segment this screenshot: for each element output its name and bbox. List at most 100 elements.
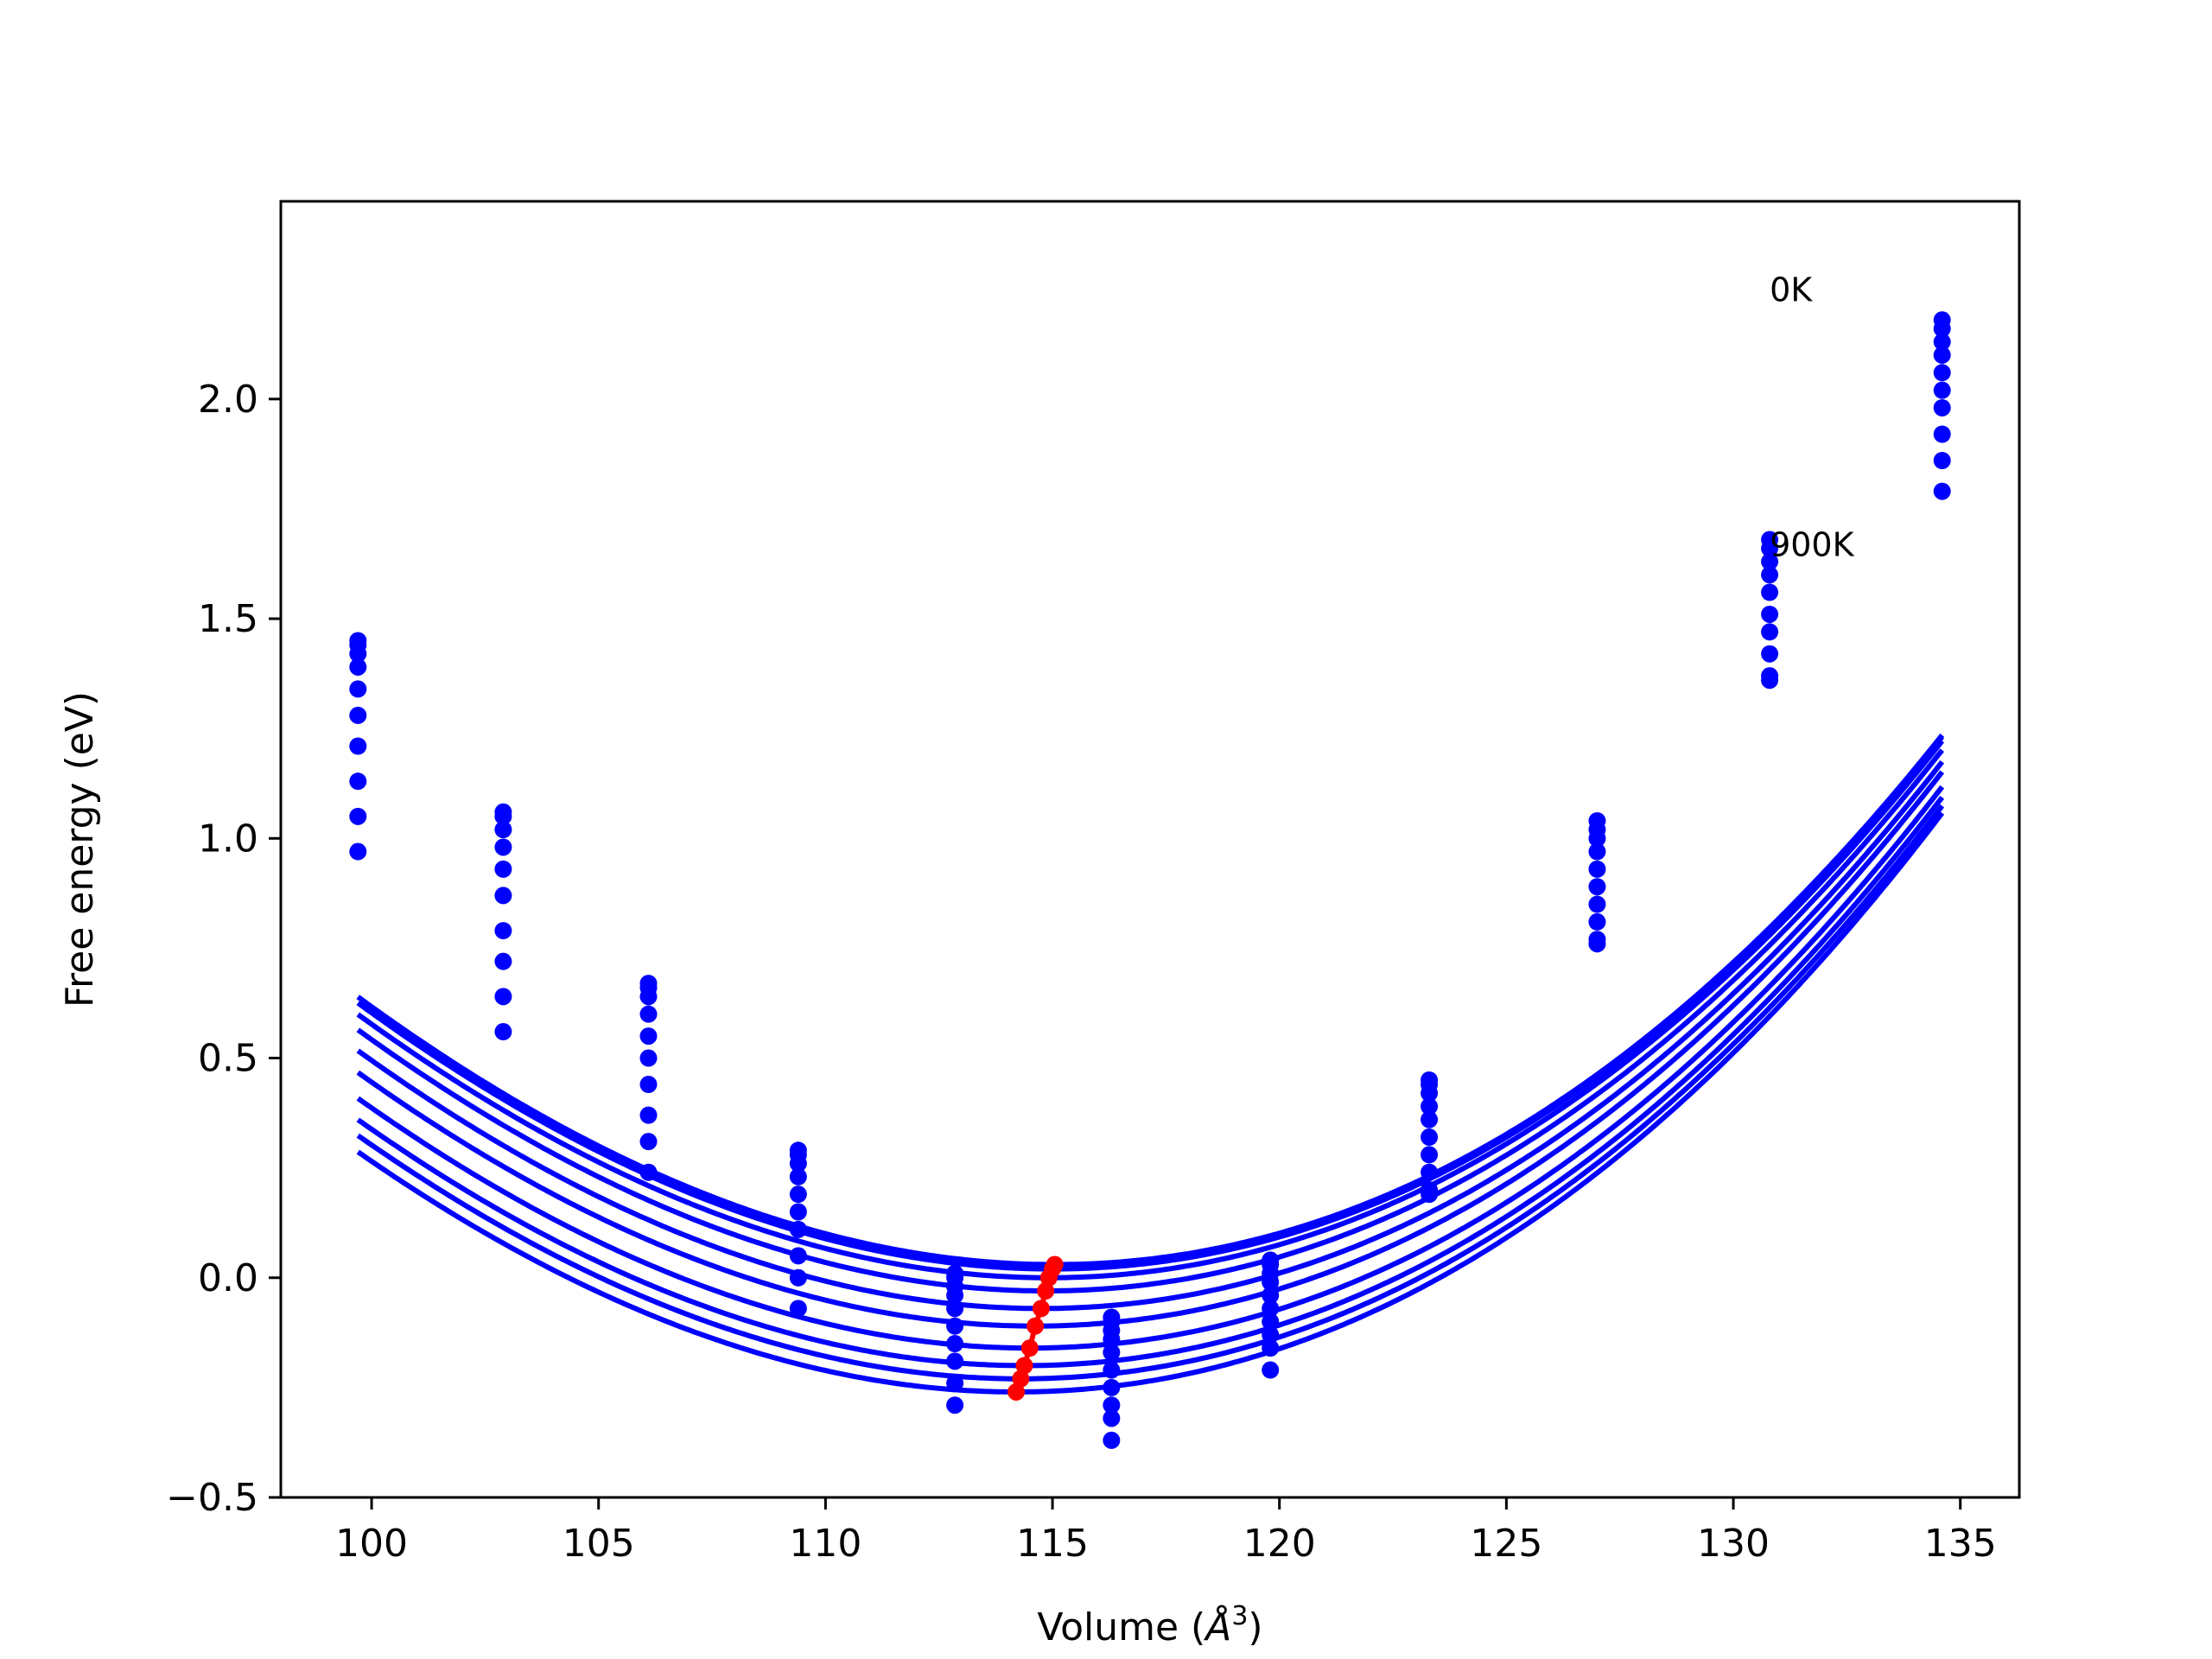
data-point-8-10 (1933, 452, 1951, 469)
fit-curve-5 (356, 770, 1945, 1329)
data-point-9-8 (1588, 935, 1606, 953)
data-point-7-0 (349, 772, 367, 791)
data-point-2-8 (1588, 830, 1606, 848)
data-point-4-10 (1933, 364, 1951, 382)
y-axis-label: Free energy (eV) (58, 691, 102, 1007)
y-tick-label-1: 0.0 (198, 1256, 258, 1300)
y-tick-label-0: −0.5 (166, 1476, 258, 1520)
data-points (349, 311, 1951, 1449)
x-axis-label-close: ) (1248, 1605, 1262, 1649)
data-point-4-1 (494, 860, 512, 878)
data-point-3-5 (1103, 1330, 1121, 1348)
data-point-8-6 (1262, 1339, 1280, 1357)
data-point-2-1 (494, 821, 512, 839)
data-point-5-5 (1103, 1361, 1121, 1379)
data-point-4-4 (946, 1300, 964, 1318)
data-point-3-3 (789, 1167, 807, 1185)
data-point-5-0 (349, 706, 367, 724)
data-point-7-10 (1933, 425, 1951, 443)
data-point-6-0 (349, 737, 367, 755)
data-point-3-6 (1262, 1273, 1280, 1291)
data-point-3-9 (1761, 566, 1779, 584)
data-point-9-5 (1103, 1431, 1121, 1449)
data-point-6-10 (1933, 398, 1951, 416)
minimum-point-4 (1032, 1300, 1050, 1318)
data-point-9-3 (789, 1300, 807, 1318)
data-point-2-2 (639, 988, 658, 1006)
data-point-9-9 (1761, 671, 1779, 690)
fit-curve-6 (356, 785, 1945, 1351)
fit-curve-2 (356, 739, 1945, 1281)
data-point-8-2 (639, 1133, 658, 1151)
data-point-6-9 (1761, 623, 1779, 641)
data-point-6-6 (1262, 1313, 1280, 1331)
data-point-3-10 (1933, 346, 1951, 364)
annotation-1: 900K (1770, 526, 1855, 564)
data-point-6-7 (1421, 1146, 1439, 1164)
data-point-8-0 (349, 807, 367, 825)
minimum-point-3 (1037, 1282, 1055, 1300)
data-point-3-1 (494, 838, 512, 856)
x-tick-label-3: 115 (1016, 1522, 1089, 1566)
data-point-5-3 (789, 1203, 807, 1221)
x-tick-label-6: 130 (1697, 1522, 1770, 1566)
minimum-point-6 (1020, 1339, 1039, 1357)
data-point-4-7 (1421, 1110, 1439, 1128)
fit-curves (356, 733, 1945, 1395)
data-point-2-10 (1933, 333, 1951, 351)
minimum-point-5 (1027, 1317, 1045, 1335)
data-point-4-0 (349, 680, 367, 698)
data-point-6-8 (1588, 895, 1606, 913)
data-point-7-4 (946, 1352, 964, 1370)
data-point-3-7 (1421, 1097, 1439, 1116)
x-tick-label-7: 135 (1924, 1522, 1997, 1566)
data-point-5-1 (494, 887, 512, 905)
data-point-9-6 (1262, 1361, 1280, 1379)
data-point-4-8 (1588, 860, 1606, 878)
y-axis-ticks: −0.5 0.0 0.5 1.0 1.5 2.0 (166, 378, 281, 1520)
data-point-9-10 (1933, 482, 1951, 500)
data-point-5-10 (1933, 381, 1951, 399)
data-point-5-4 (946, 1317, 964, 1335)
data-point-2-7 (1421, 1084, 1439, 1103)
data-point-9-2 (639, 1163, 658, 1181)
x-axis-label-exponent: 3 (1231, 1601, 1248, 1631)
data-point-8-3 (789, 1268, 807, 1287)
fit-curve-1 (356, 734, 1945, 1272)
fit-curve-4 (356, 760, 1945, 1312)
data-point-7-3 (789, 1247, 807, 1265)
fit-curve-3 (356, 748, 1945, 1294)
y-tick-label-3: 1.0 (198, 817, 258, 861)
data-point-4-2 (639, 1027, 658, 1046)
annotations: 0K 900K (1770, 271, 1855, 564)
fit-curve-9 (356, 811, 1945, 1395)
fit-curve-0 (356, 733, 1945, 1268)
data-point-5-8 (1588, 878, 1606, 896)
x-tick-label-5: 125 (1470, 1522, 1542, 1566)
data-point-7-1 (494, 952, 512, 970)
data-point-3-2 (639, 1005, 658, 1023)
data-point-9-1 (494, 1023, 512, 1041)
data-point-2-9 (1761, 552, 1779, 570)
data-point-5-7 (1421, 1128, 1439, 1147)
y-tick-label-2: 0.5 (198, 1037, 258, 1081)
minimum-point-7 (1015, 1357, 1033, 1375)
data-point-6-5 (1103, 1378, 1121, 1396)
data-point-1-10 (1933, 320, 1951, 338)
x-axis-ticks: 100 105 110 115 120 125 130 135 (335, 1497, 1997, 1566)
data-point-5-6 (1262, 1300, 1280, 1318)
data-point-2-3 (789, 1154, 807, 1173)
x-axis-label-text: Volume ( (1037, 1605, 1205, 1649)
data-point-9-0 (349, 842, 367, 861)
data-point-7-9 (1761, 645, 1779, 663)
data-point-6-1 (494, 922, 512, 940)
y-tick-label-4: 1.5 (198, 597, 258, 641)
x-axis-label: Volume (Å3) (1037, 1601, 1262, 1649)
fit-curve-7 (356, 795, 1945, 1369)
data-point-7-2 (639, 1106, 658, 1124)
data-point-1-1 (494, 807, 512, 825)
x-tick-label-2: 110 (789, 1522, 861, 1566)
data-point-4-3 (789, 1185, 807, 1204)
data-point-5-2 (639, 1049, 658, 1067)
